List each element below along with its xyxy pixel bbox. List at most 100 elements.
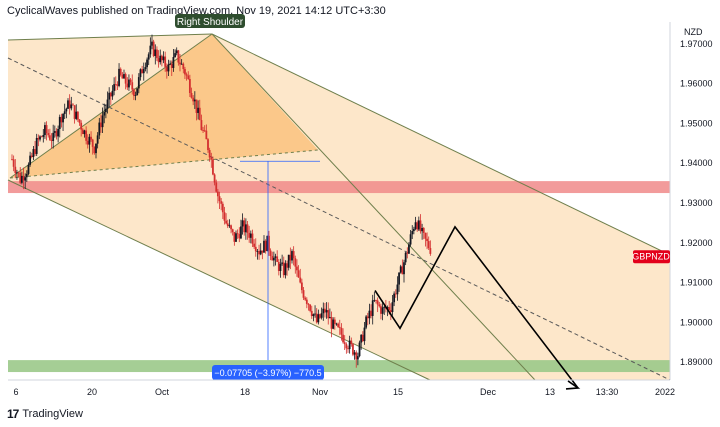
candle-body [332, 319, 335, 329]
symbol-badge[interactable]: GBPNZD [632, 250, 670, 264]
candle-body [111, 90, 114, 97]
candle-body [216, 191, 219, 197]
candle-body [119, 68, 122, 75]
candle-body [266, 235, 269, 252]
candle-body [109, 92, 112, 97]
price-tick-label: 1.92000 [680, 238, 713, 248]
candle-body [233, 232, 236, 242]
candle-body [366, 316, 369, 319]
candle-body [226, 223, 229, 227]
candle-body [103, 112, 106, 116]
candle-body [83, 130, 86, 135]
candle-body [129, 79, 132, 83]
candle-body [373, 299, 376, 301]
candle-body [167, 64, 170, 72]
price-tick-label: 1.97000 [680, 39, 713, 49]
candle-body [91, 139, 94, 147]
candle-body [307, 303, 310, 305]
symbol-badge-box [633, 250, 670, 264]
candle-body [29, 155, 32, 165]
candle-body [78, 119, 81, 123]
candle-body [116, 84, 119, 86]
candle-body [139, 69, 142, 78]
candle-body [76, 111, 79, 120]
candle-body [363, 327, 366, 342]
candle-body [62, 113, 64, 123]
candle-body [60, 116, 63, 123]
candle-body [17, 172, 20, 174]
candle-body [360, 334, 363, 343]
candle-body [106, 99, 109, 109]
candle-body [187, 75, 190, 80]
candle-body [421, 228, 424, 232]
candle-body [269, 250, 272, 257]
candle-body [63, 111, 66, 114]
candle-body [353, 352, 356, 355]
candle-body [45, 125, 48, 134]
candle-body [212, 159, 214, 175]
candle-body [144, 67, 147, 69]
candle-body [58, 116, 61, 129]
candle-body [11, 159, 13, 161]
price-axis[interactable]: 1.97000 1.96000 1.95000 1.94000 1.93000 1.920… [680, 39, 713, 367]
candle-body [149, 45, 152, 55]
time-tick-label: Oct [155, 387, 170, 397]
candle-body [118, 68, 120, 86]
candle-body [312, 314, 315, 317]
price-tick-label: 1.90000 [680, 317, 713, 327]
candle-body [57, 128, 60, 137]
candle-body [292, 251, 295, 259]
candle-body [284, 263, 287, 276]
candle-body [215, 182, 218, 192]
candle-body [291, 251, 293, 261]
candle-body [251, 233, 254, 244]
candle-body [213, 174, 216, 183]
candle-body [22, 175, 25, 181]
time-axis[interactable]: 6 20 Oct 18 Nov 15 Dec 13 13:30 2022 [13, 387, 675, 397]
shoulder-label-text: Right Shoulder [177, 17, 244, 28]
dashed-trend-line [7, 57, 671, 381]
currency-label: NZD [684, 27, 703, 37]
tradingview-footer[interactable]: 17 TradingView [0, 400, 720, 427]
candle-body [375, 299, 377, 301]
candle-body [165, 66, 168, 72]
candle-body [98, 122, 101, 136]
candle-body [72, 104, 74, 106]
candle-body [246, 224, 249, 233]
candle-body [279, 263, 282, 271]
candle-body [113, 84, 116, 91]
candle-body [203, 130, 206, 132]
candle-body [164, 56, 167, 67]
candle-body [162, 56, 165, 61]
projection-arrowhead [565, 380, 581, 390]
candle-body [151, 41, 153, 46]
candle-body [409, 234, 412, 245]
candle-body [205, 130, 208, 140]
candle-body [281, 262, 284, 264]
candle-body [386, 307, 389, 309]
candle-body [174, 53, 176, 58]
candle-body [365, 316, 368, 328]
candle-body [238, 234, 241, 239]
resistance-zone [8, 181, 670, 194]
measure-label-text: −0.07705 (−3.97%) −770.5 [214, 368, 321, 378]
candle-body [243, 220, 246, 233]
price-chart[interactable]: −0.07705 (−3.97%) −770.5 Right Shoulder … [0, 0, 720, 400]
candle-body [141, 69, 144, 74]
candle-body [53, 131, 56, 133]
candle-body [358, 342, 361, 357]
candle-body [370, 310, 372, 316]
time-tick-label: 13:30 [596, 387, 619, 397]
time-tick-label: 2022 [655, 387, 675, 397]
time-tick-label: Nov [312, 387, 329, 397]
candle-body [380, 306, 382, 314]
candle-body [19, 172, 22, 183]
candle-body [208, 150, 211, 158]
candle-body [240, 226, 242, 239]
candle-body [264, 240, 267, 252]
candle-body [39, 136, 41, 140]
candle-body [398, 272, 400, 285]
candle-body [108, 92, 111, 100]
candle-body [286, 263, 288, 268]
candle-body [24, 177, 27, 181]
